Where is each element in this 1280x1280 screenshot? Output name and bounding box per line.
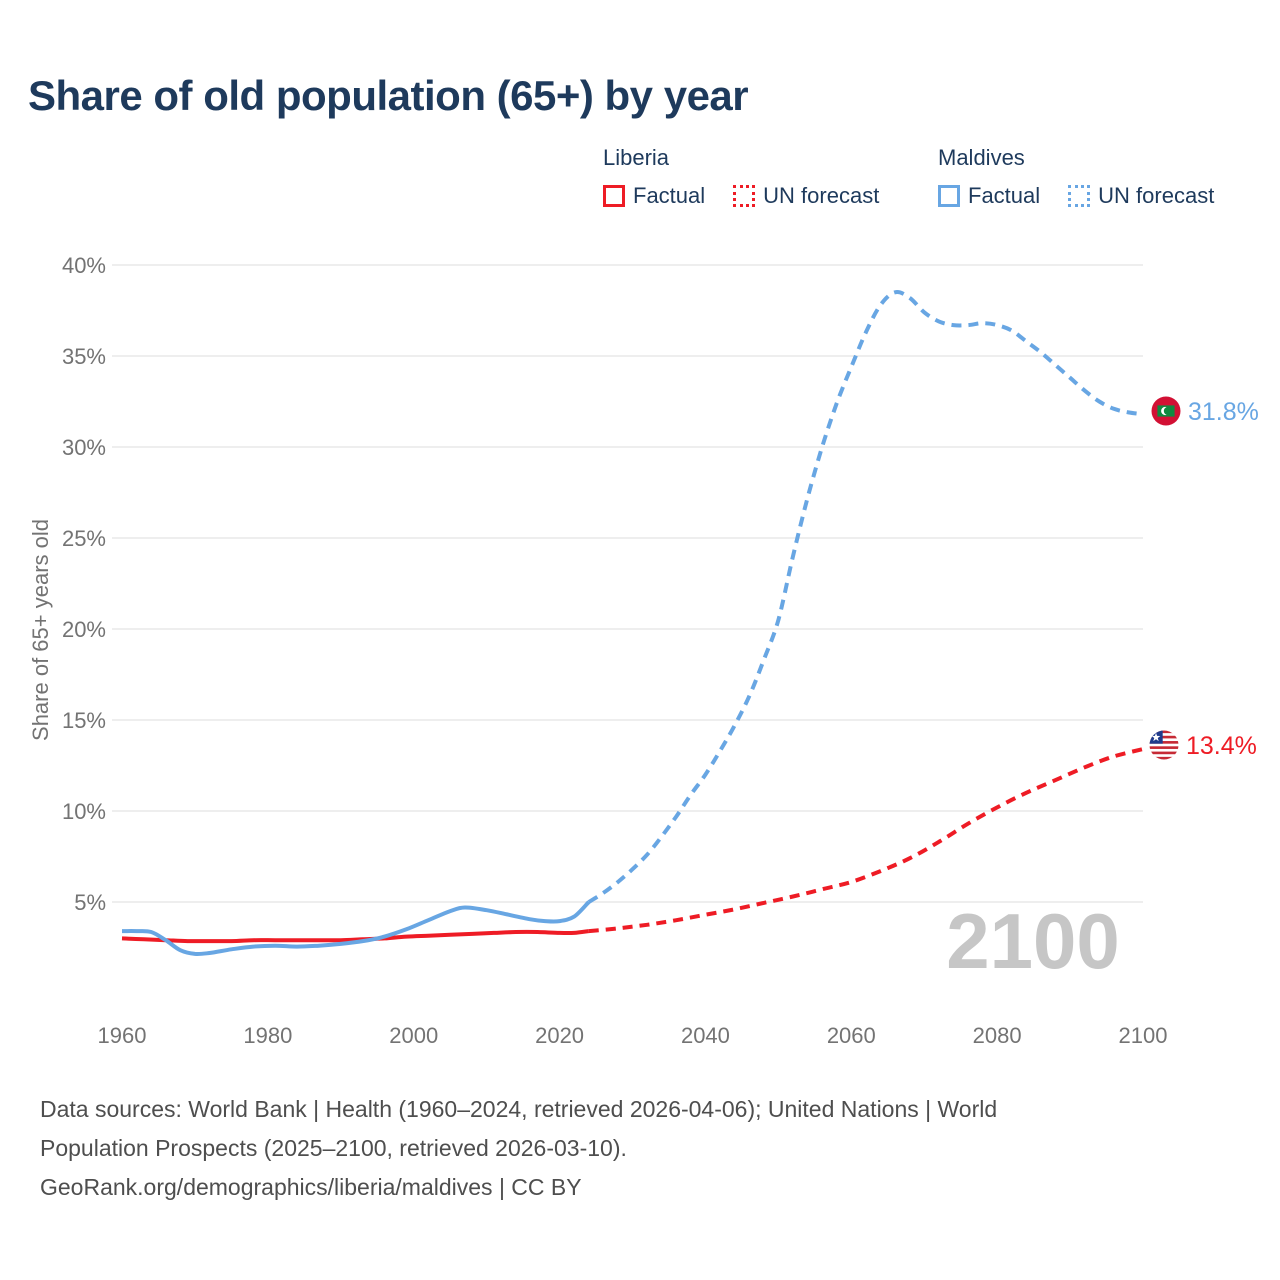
liberia-stripe [1149, 730, 1179, 734]
liberia-factual-swatch [603, 185, 625, 207]
legend-item-maldives-factual[interactable]: Factual [938, 183, 1040, 209]
liberia-end-value: 13.4% [1186, 732, 1257, 760]
legend-item-liberia-forecast[interactable]: UN forecast [733, 183, 879, 209]
series-maldives-un-forecast [587, 290, 1144, 904]
legend-country-liberia: Liberia [603, 145, 670, 170]
liberia-forecast-swatch [733, 185, 756, 207]
liberia-stripe [1149, 748, 1179, 752]
data-sources-line-1: Data sources: World Bank | Health (1960–… [40, 1096, 998, 1122]
liberia-stripe [1149, 738, 1179, 742]
liberia-stripe [1149, 756, 1179, 760]
gridlines [112, 264, 1143, 903]
x-tick-2060: 2060 [827, 1023, 876, 1048]
liberia-stripe [1149, 735, 1179, 739]
y-tick-35%: 35% [62, 344, 106, 369]
data-sources-line-3: GeoRank.org/demographics/liberia/maldive… [40, 1174, 582, 1200]
x-tick-2000: 2000 [389, 1023, 438, 1048]
series-paths [121, 290, 1144, 957]
y-tick-15%: 15% [62, 708, 106, 733]
y-axis-title: Share of 65+ years old [28, 519, 53, 741]
y-tick-40%: 40% [62, 253, 106, 278]
y-tick-25%: 25% [62, 526, 106, 551]
liberia-stripe [1149, 754, 1179, 758]
liberia-flag-icon [1149, 730, 1179, 760]
maldives-end-value: 31.8% [1188, 398, 1259, 426]
liberia-stripe [1149, 751, 1179, 755]
y-tick-20%: 20% [62, 617, 106, 642]
y-tick-30%: 30% [62, 435, 106, 460]
x-tick-2100: 2100 [1119, 1023, 1168, 1048]
liberia-factual-label: Factual [633, 183, 706, 208]
watermark-year: 2100 [946, 897, 1120, 985]
x-tick-2020: 2020 [535, 1023, 584, 1048]
maldives-factual-swatch [938, 185, 960, 207]
series-liberia-factual [121, 929, 590, 944]
maldives-forecast-swatch [1068, 185, 1091, 207]
legend-item-liberia-factual[interactable]: Factual [603, 183, 705, 209]
x-tick-1960: 1960 [98, 1023, 147, 1048]
data-sources-line-2: Population Prospects (2025–2100, retriev… [40, 1135, 627, 1161]
legend-country-maldives: Maldives [938, 145, 1025, 170]
y-axis-tick-labels: 5% 10% 15% 20% 25% 30% 35% 40% [62, 253, 106, 915]
legend-item-maldives-forecast[interactable]: UN forecast [1068, 183, 1214, 209]
legend-group-maldives: Maldives Factual UN forecast [938, 145, 1214, 209]
liberia-stripe [1149, 743, 1179, 747]
x-axis-tick-labels: 1960 1980 2000 2020 2040 2060 2080 2100 [98, 1023, 1168, 1048]
series-maldives-factual [121, 900, 591, 957]
star-icon [1151, 732, 1161, 742]
liberia-forecast-label: UN forecast [763, 183, 880, 208]
maldives-forecast-label: UN forecast [1098, 183, 1215, 208]
legend-group-liberia: Liberia Factual UN forecast [603, 145, 879, 209]
series-liberia-un-forecast [588, 747, 1144, 934]
data-sources: Data sources: World Bank | Health (1960–… [40, 1090, 1200, 1207]
x-tick-2040: 2040 [681, 1023, 730, 1048]
page-title: Share of old population (65+) by year [28, 72, 749, 119]
liberia-stripe [1149, 741, 1179, 744]
x-tick-1980: 1980 [243, 1023, 292, 1048]
y-tick-5%: 5% [74, 890, 106, 915]
maldives-flag-icon [1151, 396, 1181, 426]
legend: Liberia Factual UN forecast Maldives Fac… [0, 145, 1280, 225]
maldives-factual-label: Factual [968, 183, 1041, 208]
x-tick-2080: 2080 [973, 1023, 1022, 1048]
liberia-stripe [1149, 746, 1179, 750]
liberia-stripe [1149, 733, 1179, 737]
y-tick-10%: 10% [62, 799, 106, 824]
